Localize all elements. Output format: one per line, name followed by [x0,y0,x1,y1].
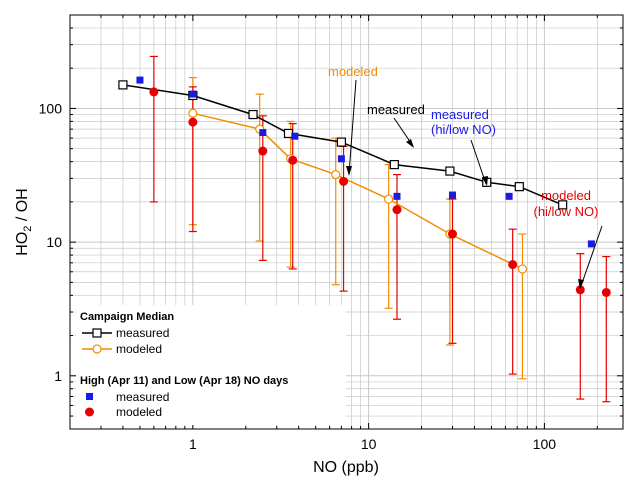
series-line [122,84,563,206]
x-tick-label: 1 [189,436,197,452]
y-tick-label: 1 [54,368,62,384]
data-point [189,90,197,98]
data-point [445,166,455,176]
y-tick-label: 100 [39,100,63,116]
annotation-modeled-hilo-2: (hi/low NO) [533,204,598,219]
data-point [188,117,198,127]
annotation-modeled-arrow [348,79,357,175]
data-point [517,264,528,274]
annotations: modeled measured measured (hi/low NO) mo… [328,64,603,289]
data-point [337,155,345,163]
annotation-modeled-hilo: modeled [541,188,591,203]
data-point [336,137,347,147]
data-point [258,146,268,156]
annotation-modeled-hilo-arrowhead [578,279,584,289]
data-point [447,229,457,239]
data-point [389,160,399,170]
legend-label-days-measured: measured [116,390,169,404]
annotation-modeled: modeled [328,64,378,79]
legend-group-title-2: High (Apr 11) and Low (Apr 18) NO days [80,375,288,387]
legend-label-median-modeled: modeled [116,342,162,356]
data-point [514,182,524,192]
data-point [288,155,298,165]
data-point [505,192,513,200]
legend-label-median-measured: measured [116,326,169,340]
annotation-measured-hilo-2: (hi/low NO) [431,122,496,137]
data-point [587,240,595,248]
data-point [508,260,518,270]
data-point [259,129,267,137]
data-point [118,80,128,90]
legend-marker-median-modeled [92,344,102,354]
data-point [136,76,144,84]
data-point [339,176,349,186]
y-tick-label: 10 [46,234,62,250]
data-point [448,191,456,199]
x-tick-label: 10 [361,436,377,452]
y-axis-title: HO2 / OH [14,188,34,255]
data-point [331,169,341,180]
axis-ticks: 1 10 100 1 10 100 [39,14,623,452]
legend-group-title-1: Campaign Median [80,311,174,323]
annotation-modeled-hilo-arrow [580,225,603,287]
legend-marker-days-modeled [85,407,94,417]
data-point [248,109,258,120]
annotation-measured-hilo-arrow [470,139,487,185]
data-point [575,285,585,295]
legend-marker-median-measured [92,328,102,338]
legend-marker-days-measured [86,393,93,400]
plot-frame [69,14,624,430]
data-point [188,108,198,118]
legend-label-days-modeled: modeled [116,405,162,419]
data-point [558,200,568,210]
data-point [291,132,299,140]
annotation-measured: measured [367,102,425,117]
data-point [384,194,394,204]
annotation-modeled-arrowhead [346,166,352,176]
annotation-measured-hilo: measured [431,107,489,122]
annotation-measured-hilo-arrowhead [482,176,488,186]
data-point [601,287,611,297]
data-point [149,87,159,97]
data-point [392,205,402,215]
annotation-measured-arrowhead [406,139,414,148]
series [118,55,611,403]
data-point [393,192,401,200]
x-tick-label: 100 [533,436,557,452]
legend-background [76,305,346,425]
x-axis-title: NO (ppb) [313,459,379,476]
legend: Campaign Median measured modeled High (A… [76,305,346,425]
